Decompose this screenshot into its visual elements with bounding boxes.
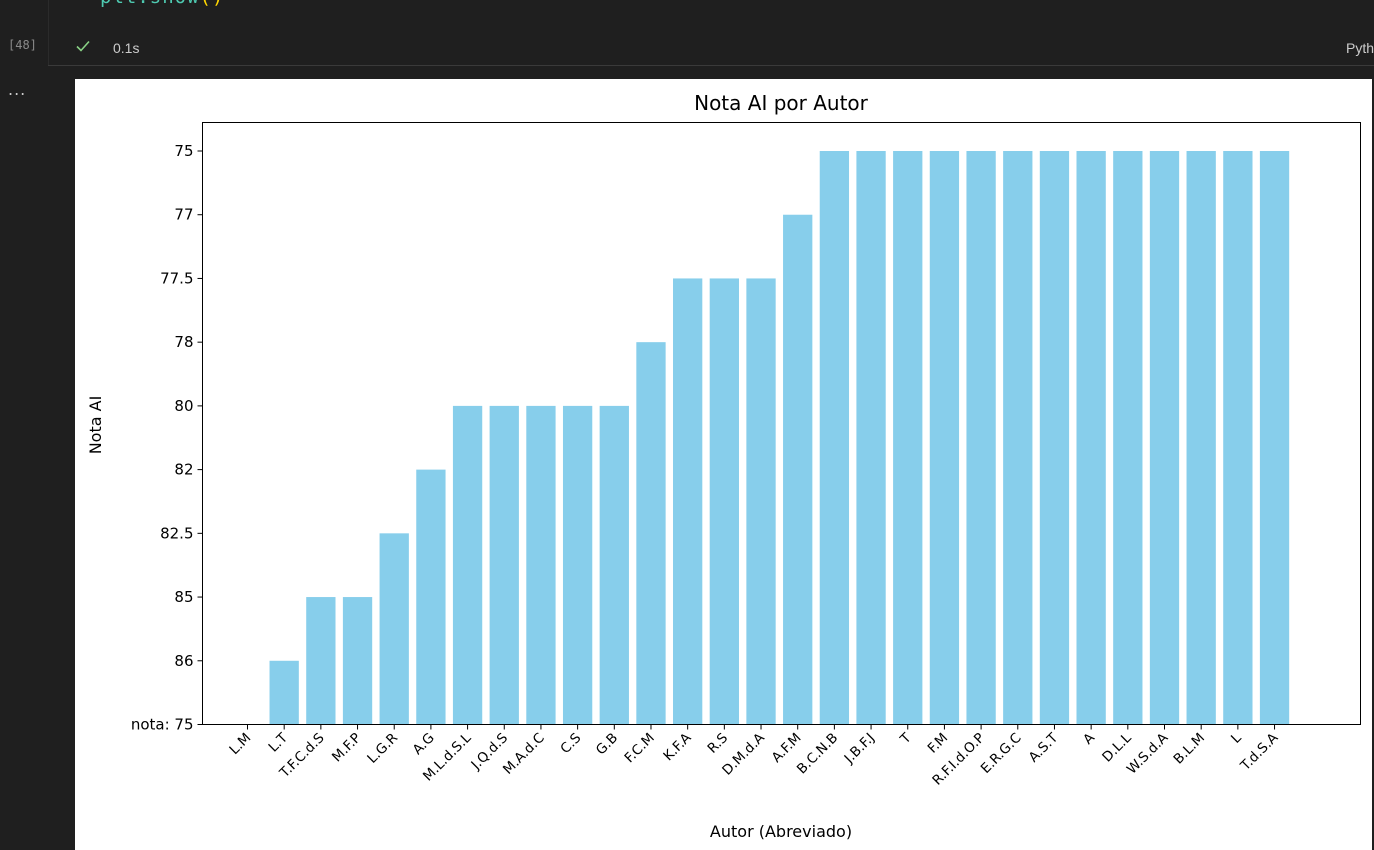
- bar: [562, 405, 593, 725]
- x-tick-label: L.T: [266, 729, 292, 755]
- x-tick-label: W.S.d.A: [1124, 729, 1172, 777]
- plot-frame: [202, 122, 1361, 725]
- x-tick-label: T.d.S.A: [1237, 729, 1282, 774]
- x-tick-label: M.F.P: [329, 730, 364, 765]
- bar: [1003, 151, 1033, 725]
- x-tick-label: L.M: [226, 730, 254, 758]
- code-cell-tail: plt.show(): [0, 0, 1374, 66]
- bar: [489, 405, 519, 725]
- code-line[interactable]: plt.show(): [100, 0, 224, 8]
- bar: [416, 469, 446, 725]
- gutter-divider: [48, 0, 49, 66]
- cell-output: Nota AI por Autor nota: 75 86 85 82.5 82 80 78…: [75, 79, 1372, 850]
- bar: [709, 278, 739, 725]
- x-tick-label: M.A.d.C: [500, 730, 548, 778]
- bar: [783, 214, 813, 725]
- bar: [1259, 151, 1290, 725]
- bar: [636, 342, 666, 725]
- bar: [1186, 151, 1216, 725]
- x-tick-label: L.G.R: [364, 730, 401, 767]
- x-tick-label: F.C.M: [622, 730, 658, 766]
- kernel-language-label[interactable]: Pyth: [1345, 40, 1374, 56]
- y-tick-label: 77.5: [160, 269, 193, 287]
- y-tick-label: 82: [174, 461, 193, 479]
- bar: [819, 151, 850, 725]
- y-tick-label: 82.5: [160, 524, 193, 542]
- y-axis-label: Nota AI: [86, 396, 105, 455]
- x-tick-label: C.S: [557, 730, 584, 757]
- x-tick-label: A.G: [410, 730, 438, 758]
- x-tick-label: J.B.F.J: [841, 730, 878, 767]
- x-tick-label: T: [897, 729, 915, 747]
- output-more-icon[interactable]: ...: [8, 80, 27, 99]
- bar: [1113, 151, 1143, 725]
- bar: [342, 597, 373, 725]
- bar: [452, 405, 483, 725]
- x-axis-label: Autor (Abreviado): [710, 822, 852, 841]
- cell-status-bar: 0.1s Pyth: [48, 30, 1374, 66]
- y-tick-label: 78: [174, 333, 193, 351]
- bar-chart: Nota AI por Autor nota: 75 86 85 82.5 82 80 78…: [86, 91, 1361, 841]
- bar: [1076, 151, 1106, 725]
- y-tick-label: nota: 75: [131, 716, 194, 734]
- x-tick-label: G.B: [593, 730, 621, 758]
- y-tick-label: 77: [174, 206, 193, 224]
- x-tick-label: L: [1228, 730, 1245, 747]
- bar: [1223, 151, 1253, 725]
- bar: [306, 597, 336, 725]
- x-tick-label: R.S: [704, 730, 731, 757]
- y-tick-label: 86: [174, 652, 193, 670]
- bar: [1149, 151, 1180, 725]
- y-tick-label: 85: [174, 588, 193, 606]
- y-tick-label: 80: [174, 397, 193, 415]
- bar: [599, 405, 629, 725]
- bar: [856, 151, 886, 725]
- x-tick-label: B.L.M: [1171, 730, 1208, 767]
- check-icon: [76, 40, 90, 52]
- x-tick-label: A: [1080, 729, 1098, 747]
- bar: [379, 533, 409, 725]
- x-tick-label: E.R.G.C: [978, 730, 1025, 777]
- chart-title: Nota AI por Autor: [694, 91, 869, 115]
- bar: [893, 151, 923, 725]
- bar: [929, 151, 960, 725]
- y-tick-label: 75: [174, 142, 193, 160]
- x-tick-label: A.S.T: [1026, 729, 1062, 765]
- bar: [966, 151, 996, 725]
- x-tick-label: F.M: [925, 730, 952, 757]
- x-tick-label: B.C.N.B: [794, 730, 841, 777]
- bar: [269, 660, 299, 725]
- execution-count: [48]: [8, 38, 37, 52]
- bar: [673, 278, 703, 725]
- execution-time: 0.1s: [113, 40, 140, 56]
- bar: [526, 405, 556, 725]
- bar: [746, 278, 776, 725]
- x-tick-label: K.F.A: [660, 729, 695, 764]
- bar: [1039, 151, 1070, 725]
